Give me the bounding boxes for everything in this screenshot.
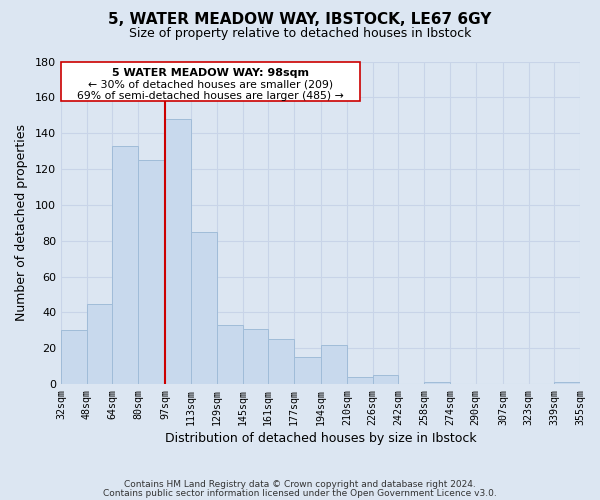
Bar: [347, 377, 373, 384]
Bar: [112, 146, 138, 384]
Bar: [86, 304, 112, 384]
Text: ← 30% of detached houses are smaller (209): ← 30% of detached houses are smaller (20…: [88, 80, 333, 90]
Text: Contains HM Land Registry data © Crown copyright and database right 2024.: Contains HM Land Registry data © Crown c…: [124, 480, 476, 489]
Bar: [166, 119, 191, 384]
Text: 5, WATER MEADOW WAY, IBSTOCK, LE67 6GY: 5, WATER MEADOW WAY, IBSTOCK, LE67 6GY: [109, 12, 491, 28]
Bar: [424, 382, 450, 384]
FancyBboxPatch shape: [61, 62, 360, 101]
Y-axis label: Number of detached properties: Number of detached properties: [15, 124, 28, 322]
Bar: [554, 382, 580, 384]
Text: Size of property relative to detached houses in Ibstock: Size of property relative to detached ho…: [129, 28, 471, 40]
Text: Contains public sector information licensed under the Open Government Licence v3: Contains public sector information licen…: [103, 488, 497, 498]
Text: 69% of semi-detached houses are larger (485) →: 69% of semi-detached houses are larger (…: [77, 91, 344, 101]
Bar: [61, 330, 86, 384]
X-axis label: Distribution of detached houses by size in Ibstock: Distribution of detached houses by size …: [164, 432, 476, 445]
Text: 5 WATER MEADOW WAY: 98sqm: 5 WATER MEADOW WAY: 98sqm: [112, 68, 309, 78]
Bar: [321, 345, 347, 384]
Bar: [138, 160, 166, 384]
Bar: [217, 325, 242, 384]
Bar: [373, 375, 398, 384]
Bar: [294, 358, 321, 384]
Bar: [268, 340, 294, 384]
Bar: [191, 232, 217, 384]
Bar: [242, 328, 268, 384]
